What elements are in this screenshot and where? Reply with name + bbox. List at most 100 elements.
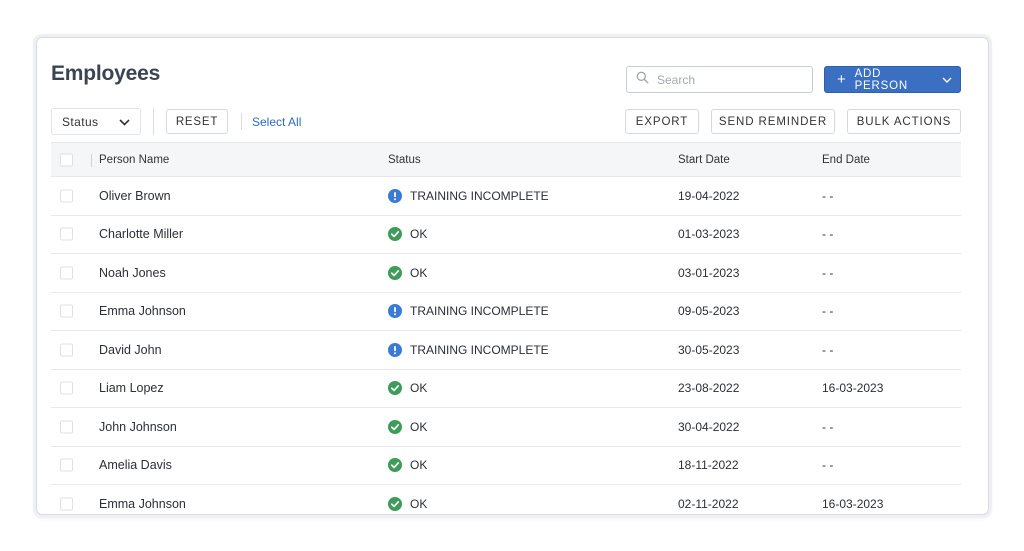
end-date: - - <box>822 342 834 357</box>
status-text: OK <box>410 381 428 396</box>
status-cell: OK <box>388 370 427 408</box>
bulk-actions-button[interactable]: BULK ACTIONS <box>847 109 961 134</box>
end-date: - - <box>822 265 834 280</box>
status-filter-dropdown[interactable]: Status <box>51 108 141 135</box>
exclamation-circle-icon <box>388 342 402 357</box>
page-title: Employees <box>51 62 161 85</box>
row-checkbox[interactable] <box>60 266 73 280</box>
add-person-dropdown[interactable] <box>934 67 960 92</box>
header-divider <box>91 154 92 167</box>
start-date: 01-03-2023 <box>678 227 740 242</box>
start-date: 02-11-2022 <box>678 496 739 511</box>
status-text: TRAINING INCOMPLETE <box>410 304 549 319</box>
chevron-down-icon <box>119 115 130 129</box>
table-row[interactable]: Liam Lopez OK 23-08-2022 16-03-2023 <box>51 370 961 408</box>
status-cell: OK <box>388 485 428 514</box>
row-checkbox[interactable] <box>60 497 73 511</box>
toolbar-divider <box>241 113 242 130</box>
table-row[interactable]: Noah Jones OK 03-01-2023 - - <box>51 254 961 293</box>
plus-icon: + <box>837 71 847 88</box>
table-row[interactable]: Emma Johnson TRAINING INCOMPLETE 09-05-202… <box>51 293 961 331</box>
column-header-start-date[interactable]: Start Date <box>678 153 730 166</box>
column-header-status[interactable]: Status <box>388 153 421 166</box>
export-button[interactable]: EXPORT <box>625 109 699 134</box>
row-checkbox[interactable] <box>60 420 73 434</box>
status-cell: TRAINING INCOMPLETE <box>388 293 549 331</box>
row-checkbox[interactable] <box>60 381 73 395</box>
status-cell: TRAINING INCOMPLETE <box>388 331 549 369</box>
column-header-end-date[interactable]: End Date <box>822 153 870 166</box>
status-text: OK <box>410 496 428 511</box>
start-date: 23-08-2022 <box>678 381 740 396</box>
start-date: 30-04-2022 <box>678 419 740 434</box>
person-name[interactable]: Charlotte Miller <box>99 227 184 242</box>
status-text: OK <box>410 419 428 434</box>
status-cell: OK <box>388 216 427 254</box>
status-cell: OK <box>388 254 427 292</box>
row-checkbox[interactable] <box>60 304 73 318</box>
person-name[interactable]: Emma Johnson <box>99 496 186 511</box>
person-name[interactable]: Amelia Davis <box>99 458 172 473</box>
status-text: TRAINING INCOMPLETE <box>410 188 549 203</box>
row-checkbox[interactable] <box>60 343 73 357</box>
status-cell: OK <box>388 447 427 485</box>
start-date: 30-05-2023 <box>678 342 740 357</box>
row-checkbox[interactable] <box>60 189 73 203</box>
table-header: Person Name Status Start Date End Date <box>51 142 961 177</box>
search-icon <box>636 71 649 89</box>
status-text: OK <box>410 265 428 280</box>
person-name[interactable]: John Johnson <box>99 419 177 434</box>
column-header-name[interactable]: Person Name <box>99 153 170 166</box>
table-body: Oliver Brown TRAINING INCOMPLETE 19-04-202… <box>51 177 961 514</box>
person-name[interactable]: Noah Jones <box>99 265 166 280</box>
add-person-button[interactable]: + ADD PERSON <box>824 66 961 93</box>
exclamation-circle-icon <box>388 304 402 319</box>
table-row[interactable]: Amelia Davis OK 18-11-2022 - - <box>51 447 961 485</box>
status-cell: TRAINING INCOMPLETE <box>388 177 549 215</box>
start-date: 03-01-2023 <box>678 265 740 280</box>
status-cell: OK <box>388 408 427 446</box>
end-date: - - <box>822 188 834 203</box>
status-filter-label: Status <box>62 114 99 129</box>
search-input[interactable] <box>657 72 807 87</box>
status-text: TRAINING INCOMPLETE <box>410 342 549 357</box>
end-date: - - <box>822 227 834 242</box>
send-reminder-button[interactable]: SEND REMINDER <box>711 109 835 134</box>
check-circle-icon <box>388 419 402 434</box>
chevron-down-icon <box>942 74 952 86</box>
start-date: 19-04-2022 <box>678 188 740 203</box>
start-date: 18-11-2022 <box>678 458 739 473</box>
end-date: - - <box>822 458 834 473</box>
check-circle-icon <box>388 265 402 280</box>
start-date: 09-05-2023 <box>678 304 740 319</box>
table-row[interactable]: Charlotte Miller OK 01-03-2023 - - <box>51 216 961 254</box>
employees-table: Person Name Status Start Date End Date O… <box>51 142 961 514</box>
table-row[interactable]: Emma Johnson OK 02-11-2022 16-03-2023 <box>51 485 961 514</box>
table-row[interactable]: Oliver Brown TRAINING INCOMPLETE 19-04-202… <box>51 177 961 216</box>
check-circle-icon <box>388 227 402 242</box>
table-row[interactable]: John Johnson OK 30-04-2022 - - <box>51 408 961 447</box>
end-date: 16-03-2023 <box>822 496 884 511</box>
row-checkbox[interactable] <box>60 227 73 241</box>
status-text: OK <box>410 227 428 242</box>
person-name[interactable]: David John <box>99 342 162 357</box>
check-circle-icon <box>388 381 402 396</box>
person-name[interactable]: Liam Lopez <box>99 381 164 396</box>
person-name[interactable]: Emma Johnson <box>99 304 186 319</box>
person-name[interactable]: Oliver Brown <box>99 188 171 203</box>
end-date: 16-03-2023 <box>822 381 884 396</box>
toolbar-divider <box>153 108 154 135</box>
exclamation-circle-icon <box>388 188 402 203</box>
end-date: - - <box>822 304 834 319</box>
select-all-checkbox[interactable] <box>60 153 73 166</box>
employees-card: Employees + ADD PERSON Status RESET Sele… <box>36 37 989 515</box>
search-box[interactable] <box>626 66 813 93</box>
check-circle-icon <box>388 496 402 511</box>
table-row[interactable]: David John TRAINING INCOMPLETE 30-05-2023 -… <box>51 331 961 370</box>
end-date: - - <box>822 419 834 434</box>
check-circle-icon <box>388 458 402 473</box>
status-text: OK <box>410 458 428 473</box>
select-all-link[interactable]: Select All <box>252 115 302 129</box>
reset-button[interactable]: RESET <box>166 109 228 134</box>
row-checkbox[interactable] <box>60 458 73 472</box>
